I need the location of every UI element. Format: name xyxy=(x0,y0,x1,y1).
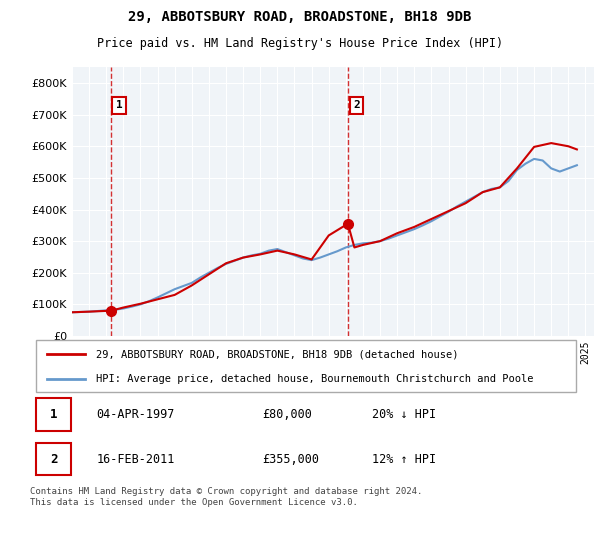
Text: 20% ↓ HPI: 20% ↓ HPI xyxy=(372,408,436,421)
Text: 04-APR-1997: 04-APR-1997 xyxy=(96,408,175,421)
FancyBboxPatch shape xyxy=(35,398,71,431)
Text: 2: 2 xyxy=(50,452,58,466)
Text: 12% ↑ HPI: 12% ↑ HPI xyxy=(372,452,436,466)
Text: 2: 2 xyxy=(353,100,360,110)
Text: 1: 1 xyxy=(116,100,122,110)
FancyBboxPatch shape xyxy=(35,443,71,475)
Text: HPI: Average price, detached house, Bournemouth Christchurch and Poole: HPI: Average price, detached house, Bour… xyxy=(96,374,534,384)
Text: £355,000: £355,000 xyxy=(262,452,319,466)
Text: 29, ABBOTSBURY ROAD, BROADSTONE, BH18 9DB (detached house): 29, ABBOTSBURY ROAD, BROADSTONE, BH18 9D… xyxy=(96,349,459,360)
Text: Contains HM Land Registry data © Crown copyright and database right 2024.
This d: Contains HM Land Registry data © Crown c… xyxy=(30,487,422,507)
FancyBboxPatch shape xyxy=(35,340,577,392)
Text: £80,000: £80,000 xyxy=(262,408,312,421)
Text: 1: 1 xyxy=(50,408,58,421)
Text: Price paid vs. HM Land Registry's House Price Index (HPI): Price paid vs. HM Land Registry's House … xyxy=(97,37,503,50)
Text: 16-FEB-2011: 16-FEB-2011 xyxy=(96,452,175,466)
Text: 29, ABBOTSBURY ROAD, BROADSTONE, BH18 9DB: 29, ABBOTSBURY ROAD, BROADSTONE, BH18 9D… xyxy=(128,10,472,24)
